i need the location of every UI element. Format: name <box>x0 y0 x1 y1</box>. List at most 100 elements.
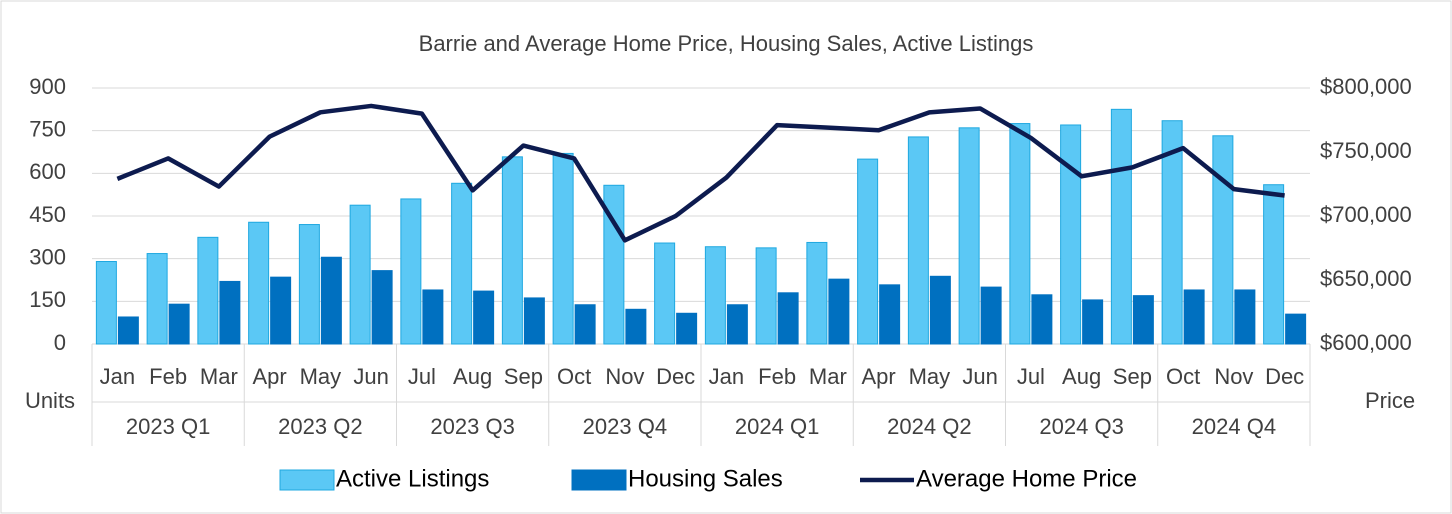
y2-tick-label: $600,000 <box>1320 330 1412 355</box>
x-tick-label: Jan <box>100 364 135 389</box>
bar <box>1212 135 1234 345</box>
legend-label: Average Home Price <box>916 465 1137 492</box>
x-tick-label: Dec <box>1265 364 1304 389</box>
x-tick-label: Jul <box>408 364 436 389</box>
bar <box>625 308 647 345</box>
bar <box>501 156 523 345</box>
x-tick-label: Sep <box>504 364 543 389</box>
bar <box>980 286 1002 345</box>
x-tick-label: Aug <box>1062 364 1101 389</box>
bar <box>755 247 777 345</box>
bar <box>117 316 139 345</box>
x-tick-label: Nov <box>1214 364 1253 389</box>
group-label: 2023 Q4 <box>583 414 667 439</box>
x-tick-label: Jan <box>709 364 744 389</box>
bar <box>1234 289 1256 345</box>
bar <box>451 182 473 345</box>
bar <box>320 256 342 345</box>
x-tick-label: Apr <box>862 364 896 389</box>
bar <box>1285 313 1307 345</box>
bar <box>857 158 879 345</box>
bar <box>1110 108 1132 345</box>
bar <box>676 312 698 345</box>
x-tick-label: Mar <box>200 364 238 389</box>
y-tick-label: 150 <box>29 287 66 312</box>
x-tick-label: Jun <box>353 364 388 389</box>
x-tick-label: May <box>300 364 342 389</box>
y-tick-label: 900 <box>29 74 66 99</box>
bar <box>552 152 574 345</box>
bar <box>1263 184 1285 345</box>
legend-swatch <box>571 469 627 491</box>
y-axis-title: Units <box>25 388 75 413</box>
bar <box>1031 294 1053 345</box>
bar <box>248 221 270 345</box>
x-tick-label: Oct <box>1166 364 1200 389</box>
x-tick-label: Feb <box>758 364 796 389</box>
bar <box>1161 120 1183 345</box>
bar <box>95 261 117 345</box>
bar <box>1183 289 1205 345</box>
x-tick-label: Oct <box>557 364 591 389</box>
bar <box>168 303 190 345</box>
y-tick-label: 600 <box>29 159 66 184</box>
x-tick-label: Sep <box>1113 364 1152 389</box>
legend-swatch <box>279 469 335 491</box>
bar <box>726 304 748 345</box>
bar <box>422 289 444 345</box>
bar <box>1082 299 1104 345</box>
group-label: 2024 Q3 <box>1039 414 1123 439</box>
group-label: 2024 Q2 <box>887 414 971 439</box>
x-tick-label: Jul <box>1017 364 1045 389</box>
bar <box>1060 124 1082 345</box>
group-label: 2023 Q2 <box>278 414 362 439</box>
x-tick-label: Nov <box>605 364 644 389</box>
bar <box>806 241 828 345</box>
bar <box>400 198 422 345</box>
y2-axis-title: Price <box>1365 388 1415 413</box>
bar <box>603 184 625 345</box>
bar <box>654 242 676 345</box>
bar <box>704 246 726 345</box>
bar <box>523 297 545 345</box>
y2-tick-label: $800,000 <box>1320 74 1412 99</box>
x-tick-label: Dec <box>656 364 695 389</box>
bar <box>219 280 241 345</box>
bar <box>929 275 951 345</box>
bar <box>907 136 929 345</box>
bar <box>777 292 799 345</box>
y-tick-label: 750 <box>29 116 66 141</box>
x-tick-label: Jun <box>962 364 997 389</box>
y2-tick-label: $650,000 <box>1320 266 1412 291</box>
x-tick-label: Apr <box>253 364 287 389</box>
x-tick-label: Mar <box>809 364 847 389</box>
bar <box>146 253 168 345</box>
y-tick-label: 450 <box>29 202 66 227</box>
legend-label: Housing Sales <box>628 465 783 492</box>
x-tick-label: Feb <box>149 364 187 389</box>
y-tick-label: 300 <box>29 244 66 269</box>
x-tick-label: Aug <box>453 364 492 389</box>
line <box>116 103 1285 243</box>
y2-tick-label: $700,000 <box>1320 202 1412 227</box>
group-label: 2024 Q1 <box>735 414 819 439</box>
bar <box>879 284 901 345</box>
bar <box>473 290 495 345</box>
bar <box>270 276 292 345</box>
y-tick-label: 0 <box>54 330 66 355</box>
bar <box>828 278 850 345</box>
bar <box>574 304 596 345</box>
bar <box>349 204 371 345</box>
bar <box>298 224 320 345</box>
bar <box>371 270 393 345</box>
y2-tick-label: $750,000 <box>1320 138 1412 163</box>
legend-label: Active Listings <box>336 465 489 492</box>
group-label: 2024 Q4 <box>1192 414 1276 439</box>
chart-title: Barrie and Average Home Price, Housing S… <box>419 31 1034 56</box>
group-label: 2023 Q1 <box>126 414 210 439</box>
bar <box>958 127 980 345</box>
group-label: 2023 Q3 <box>430 414 514 439</box>
bar <box>1132 295 1154 345</box>
